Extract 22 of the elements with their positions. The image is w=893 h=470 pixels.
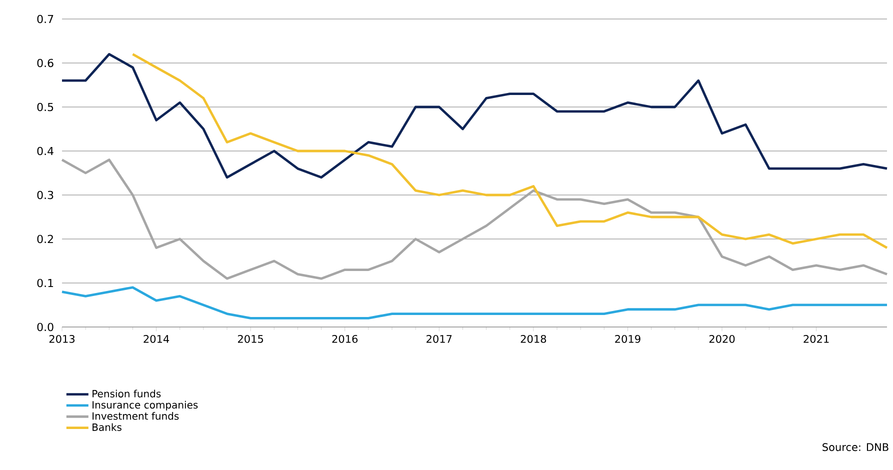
y-tick-label: 0.2 [37, 234, 53, 244]
x-tick-label: 2014 [144, 334, 170, 343]
source-note: Source: DNB [822, 443, 888, 452]
x-tick-label: 2013 [49, 334, 75, 343]
legend-label: Pension funds [92, 390, 161, 398]
y-tick-label: 0.4 [37, 146, 54, 156]
y-tick-label: 0.3 [37, 190, 54, 200]
x-tick-label: 2020 [709, 334, 735, 343]
x-tick-label: 2018 [520, 334, 546, 343]
y-tick-label: 0.7 [37, 14, 54, 24]
x-tick-label: 2021 [804, 334, 829, 343]
legend-label: Insurance companies [92, 400, 198, 411]
legend-label: Investment funds [92, 412, 179, 420]
y-tick-label: 0.6 [37, 58, 54, 68]
x-tick-label: 2019 [615, 334, 640, 343]
y-tick-label: 0.5 [37, 102, 54, 112]
y-tick-label: 0.0 [37, 322, 54, 332]
x-tick-label: 2016 [332, 334, 358, 343]
legend-label: Banks [92, 423, 122, 431]
y-tick-label: 0.1 [37, 278, 54, 288]
x-tick-label: 2017 [426, 334, 452, 343]
x-tick-label: 2015 [238, 334, 264, 343]
